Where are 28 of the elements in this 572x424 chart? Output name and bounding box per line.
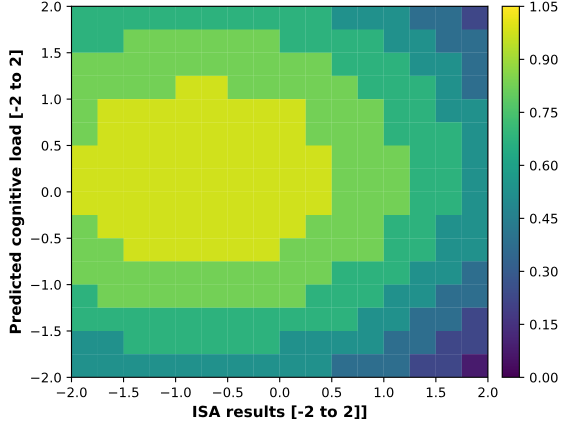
y-tick-label: 2.0: [42, 2, 61, 12]
x-tick-label: −0.5: [213, 387, 243, 398]
color-bar-label: 1.05: [530, 2, 558, 12]
color-bar-label: 0.90: [530, 54, 558, 65]
color-bar-label: 0.75: [530, 108, 558, 118]
y-tick-label: 1.0: [42, 94, 61, 104]
x-tick-label: −1.0: [160, 387, 191, 398]
color-bar-label: 0.00: [530, 372, 558, 383]
color-bar-label: 0.60: [530, 160, 558, 171]
color-bar-label: 0.15: [530, 320, 558, 330]
y-tick-label: 0.0: [42, 187, 61, 198]
x-tick-label: 0.5: [322, 387, 342, 398]
x-tick-label: −1.5: [108, 387, 138, 398]
x-tick-label: 1.0: [374, 387, 394, 398]
y-tick-label: −1.0: [31, 280, 61, 290]
y-tick-label: 0.5: [42, 140, 61, 151]
x-tick-label: 1.5: [426, 387, 446, 398]
x-axis-title: ISA results [-2 to 2]]: [193, 405, 366, 420]
y-tick-label: −2.0: [31, 372, 61, 383]
x-tick-label: 2.0: [478, 387, 498, 398]
color-bar-label: 0.30: [530, 266, 558, 277]
x-tick-label: 0.0: [270, 387, 290, 398]
y-tick-label: −0.5: [31, 233, 61, 244]
y-axis-title: Predicted cognitive load [-2 to 2]: [9, 50, 24, 334]
color-bar-label: 0.45: [530, 214, 558, 224]
y-tick-label: 1.5: [42, 48, 61, 58]
y-tick-label: −1.5: [31, 326, 61, 336]
x-tick-label: −2.0: [56, 387, 87, 398]
